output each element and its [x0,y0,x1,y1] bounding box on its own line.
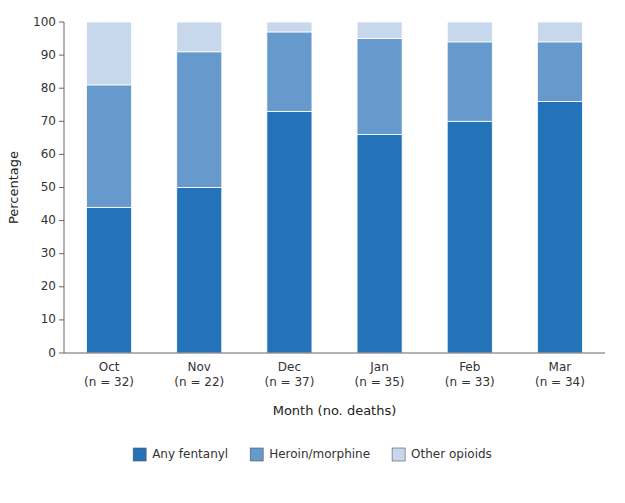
bar-segment [357,22,402,39]
x-tick-label: Feb(n = 33) [445,360,495,389]
y-tick-label: 60 [41,147,56,161]
x-tick-label: Mar(n = 34) [535,360,585,389]
y-axis-line [64,22,65,353]
y-tick [59,220,64,221]
bar-segment [87,22,132,85]
chart: 0 10 20 30 40 50 60 70 80 90 100 Oct(n = 32) Nov(n =… [0,0,625,503]
bar-segment [87,207,132,353]
legend-swatch [133,448,146,461]
bar-segment [177,188,222,354]
y-tick-label: 90 [41,48,56,62]
y-tick [59,88,64,89]
y-axis-title: Percentage [6,151,21,224]
x-tick-label: Nov(n = 22) [174,360,224,389]
legend-label: Other opioids [411,447,492,461]
bar-segment [267,111,312,353]
bar-segment [357,135,402,353]
y-tick [59,154,64,155]
y-tick [59,353,64,354]
bar-segment [447,121,492,353]
bar-segment [537,22,582,42]
y-tick [59,55,64,56]
x-axis-title: Month (no. deaths) [273,403,397,418]
y-tick [59,253,64,254]
y-tick-label: 20 [41,279,56,293]
legend-label: Any fentanyl [152,447,228,461]
y-tick-label: 50 [41,180,56,194]
x-tick-label: Dec(n = 37) [264,360,314,389]
y-tick [59,187,64,188]
y-tick [59,286,64,287]
legend-swatch [250,448,263,461]
bar-segment [447,22,492,42]
x-axis-line [64,353,605,354]
bar-segment [447,42,492,121]
y-tick-label: 0 [48,346,56,360]
bar-segment [537,101,582,353]
bar-segment [177,52,222,188]
legend: Any fentanyl Heroin/morphine Other opioids [133,447,492,461]
y-tick-label: 40 [41,213,56,227]
bar-segment [267,32,312,111]
bar-segment [357,39,402,135]
y-tick-label: 30 [41,246,56,260]
y-tick [59,22,64,23]
y-tick [59,121,64,122]
y-tick-label: 70 [41,114,56,128]
legend-swatch [392,448,405,461]
bar-segment [177,22,222,52]
x-tick-label: Jan(n = 35) [355,360,405,389]
bar-segment [537,42,582,102]
y-tick-label: 80 [41,81,56,95]
x-tick-label: Oct(n = 32) [84,360,134,389]
legend-label: Heroin/morphine [269,447,370,461]
y-tick [59,319,64,320]
bars [87,22,583,353]
bar-segment [87,85,132,207]
y-tick-label: 100 [33,15,56,29]
y-axis: 0 10 20 30 40 50 60 70 80 90 100 [33,15,64,360]
x-axis: Oct(n = 32) Nov(n = 22) Dec(n = 37) Jan(n =… [84,360,585,389]
bar-segment [267,22,312,32]
y-tick-label: 10 [41,312,56,326]
